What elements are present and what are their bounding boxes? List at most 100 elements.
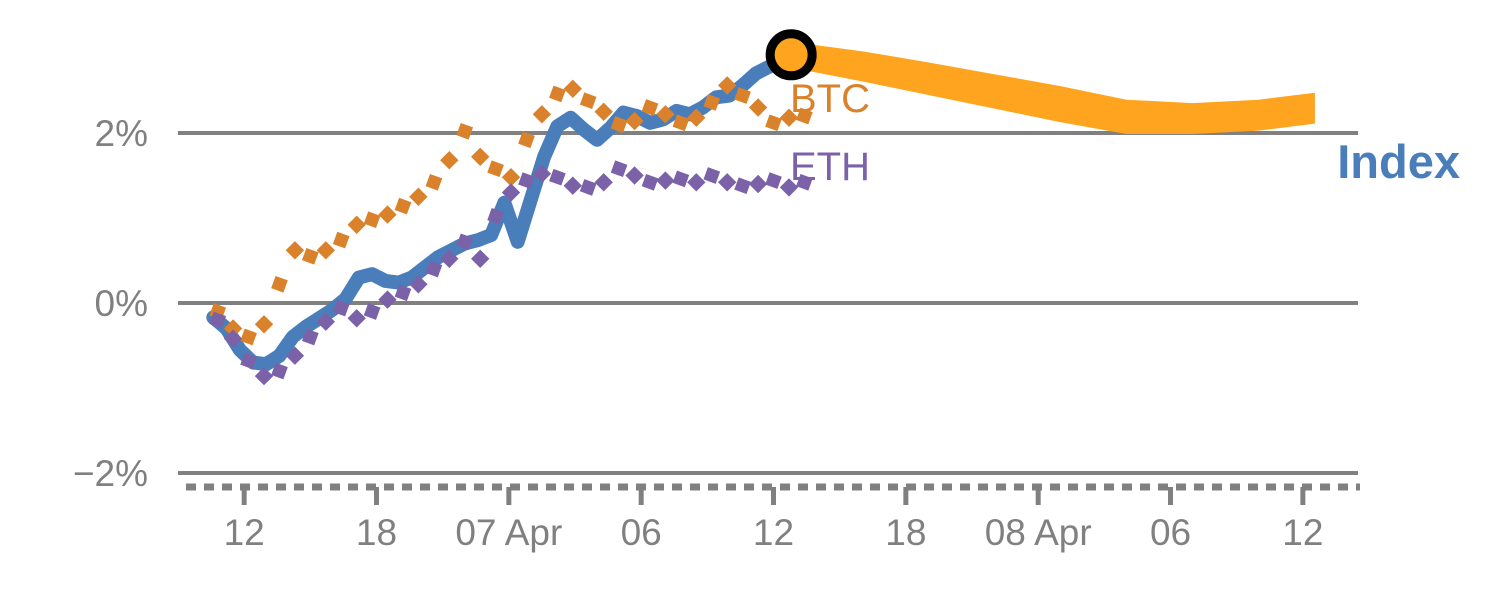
dot [285, 346, 305, 365]
dot [687, 108, 706, 127]
series-dotted-eth [209, 160, 813, 386]
dot [748, 174, 768, 194]
dot [223, 319, 243, 338]
dot [703, 94, 721, 111]
y-axis-tick-labels: 2% 0% −2% [73, 113, 148, 494]
dot [240, 328, 257, 346]
x-axis-ticks [241, 487, 1306, 505]
x-tick-label-0: 12 [224, 512, 265, 553]
dot [271, 275, 288, 293]
dot [316, 312, 335, 331]
x-tick-label-5: 18 [885, 512, 926, 553]
dot [796, 173, 813, 191]
y-tick-label-0: 2% [95, 113, 148, 154]
dot [518, 172, 535, 189]
dot [594, 102, 613, 121]
dot [532, 105, 552, 124]
x-tick-label-3: 06 [621, 512, 662, 553]
dot [641, 173, 659, 191]
series-forecast-band [790, 41, 1315, 134]
dot [734, 87, 751, 104]
dot [594, 173, 613, 192]
x-tick-label-1: 18 [356, 512, 397, 553]
dot [332, 231, 350, 249]
series-annotations: Index BTC ETH [790, 77, 1460, 189]
dot [240, 352, 257, 370]
x-tick-label-4: 12 [753, 512, 794, 553]
y-tick-label-1: 0% [95, 283, 148, 324]
dot [456, 122, 474, 140]
y-tick-label-2: −2% [73, 453, 148, 494]
dot [378, 290, 397, 309]
dot [301, 328, 319, 346]
dot [363, 303, 381, 320]
dot [796, 107, 813, 125]
dot [487, 207, 504, 225]
dot [672, 170, 690, 188]
index-label: Index [1337, 135, 1460, 188]
dot [687, 173, 706, 192]
forecast-start-marker-circle[interactable] [765, 29, 817, 81]
dot [625, 111, 644, 131]
dot [440, 151, 459, 170]
dot [501, 183, 521, 202]
dot [394, 284, 412, 302]
dot [579, 179, 597, 196]
dot [748, 98, 768, 117]
dot [718, 76, 737, 95]
dot [254, 315, 274, 334]
dot [765, 114, 782, 132]
dot [409, 187, 428, 206]
dot [487, 160, 504, 178]
dot [440, 249, 459, 268]
dot [779, 108, 799, 127]
dot [610, 116, 628, 133]
dot [610, 160, 628, 178]
dot [378, 205, 397, 224]
dot [271, 362, 288, 380]
dot [409, 275, 428, 294]
series-line-index [206, 47, 799, 372]
dot [285, 241, 305, 260]
dot [734, 177, 751, 195]
x-tick-label-6: 08 Apr [985, 512, 1092, 553]
dot [549, 85, 566, 103]
dot [518, 131, 535, 149]
dot [672, 114, 690, 132]
dot [425, 260, 443, 278]
dot [301, 247, 319, 265]
dot [254, 366, 274, 386]
x-tick-label-7: 06 [1150, 512, 1191, 553]
dot [549, 168, 566, 186]
dot [209, 311, 227, 329]
dot [471, 249, 490, 268]
dot [579, 92, 597, 110]
dot [471, 147, 490, 166]
dot [347, 215, 366, 234]
dot [779, 178, 799, 197]
dot [425, 173, 443, 191]
dot [656, 171, 675, 190]
dot [456, 233, 474, 251]
dot [641, 99, 659, 116]
dot [532, 164, 552, 183]
x-tick-label-8: 12 [1282, 512, 1323, 553]
dot [347, 309, 366, 328]
eth-label: ETH [790, 145, 870, 189]
dot [656, 105, 675, 124]
forecast-start-marker[interactable] [765, 29, 817, 81]
dot [563, 176, 582, 195]
dot [394, 197, 412, 215]
dot [563, 79, 582, 98]
dot [223, 329, 243, 348]
dot [501, 168, 521, 187]
dot [363, 211, 381, 229]
dot [625, 166, 644, 185]
dot [316, 241, 335, 260]
btc-label: BTC [790, 77, 870, 121]
dot [703, 167, 721, 184]
x-axis-tick-labels: 12 18 07 Apr 06 12 18 08 Apr 06 12 [224, 512, 1324, 553]
dot [718, 173, 737, 192]
